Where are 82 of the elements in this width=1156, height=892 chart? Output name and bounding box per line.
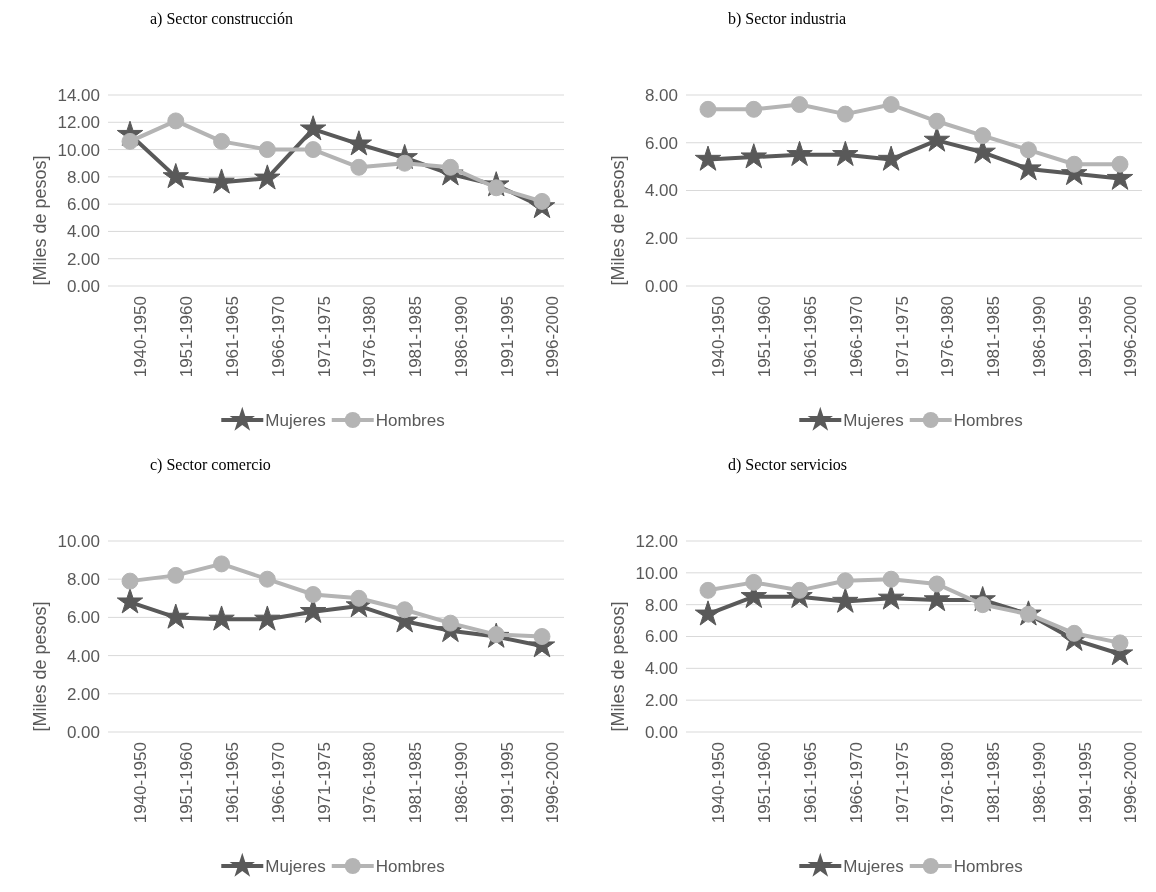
y-tick-label: 6.00 <box>66 608 100 628</box>
x-tick-label: 1971-1975 <box>892 742 912 824</box>
y-tick-label: 6.00 <box>644 627 678 647</box>
y-tick-label: 12.00 <box>57 113 100 133</box>
y-tick-label: 2.00 <box>66 684 100 704</box>
y-tick-label: 4.00 <box>644 181 678 201</box>
x-tick-label: 1961-1965 <box>801 742 821 824</box>
x-tick-label: 1991-1995 <box>497 296 517 378</box>
x-tick-label: 1976-1980 <box>938 296 958 378</box>
x-tick-label: 1966-1970 <box>268 296 288 378</box>
chart-title: d) Sector servicios <box>728 456 848 474</box>
y-tick-label: 4.00 <box>644 659 678 679</box>
y-tick-label: 6.00 <box>644 133 678 153</box>
x-tick-label: 1971-1975 <box>314 296 334 378</box>
legend-label: Hombres <box>375 857 445 876</box>
x-tick-label: 1976-1980 <box>360 296 380 378</box>
y-tick-label: 10.00 <box>635 563 678 583</box>
x-tick-label: 1971-1975 <box>892 296 912 378</box>
x-tick-label: 1986-1990 <box>451 296 471 378</box>
x-tick-label: 1951-1960 <box>755 296 775 378</box>
y-tick-label: 2.00 <box>644 691 678 711</box>
y-tick-label: 14.00 <box>57 85 100 105</box>
legend-label: Hombres <box>953 411 1023 430</box>
x-tick-label: 1996-2000 <box>1121 742 1141 824</box>
x-tick-label: 1981-1985 <box>984 742 1004 824</box>
x-tick-label: 1996-2000 <box>1121 296 1141 378</box>
x-tick-label: 1991-1995 <box>497 742 517 824</box>
y-tick-label: 8.00 <box>66 167 100 187</box>
x-tick-label: 1996-2000 <box>543 296 563 378</box>
x-tick-label: 1966-1970 <box>268 742 288 824</box>
y-tick-label: 8.00 <box>644 85 678 105</box>
x-tick-label: 1981-1985 <box>406 742 426 824</box>
x-tick-label: 1991-1995 <box>1075 296 1095 378</box>
x-tick-label: 1986-1990 <box>1029 742 1049 824</box>
y-tick-label: 0.00 <box>644 276 678 296</box>
x-tick-label: 1976-1980 <box>360 742 380 824</box>
x-tick-label: 1951-1960 <box>755 742 775 824</box>
y-tick-label: 8.00 <box>644 595 678 615</box>
legend-label: Hombres <box>375 411 445 430</box>
x-tick-label: 1961-1965 <box>223 742 243 824</box>
x-tick-label: 1966-1970 <box>846 296 866 378</box>
y-axis-title: [Miles de pesos] <box>608 601 628 732</box>
y-tick-label: 10.00 <box>57 531 100 551</box>
x-tick-label: 1976-1980 <box>938 742 958 824</box>
y-tick-label: 0.00 <box>66 276 100 296</box>
x-tick-label: 1986-1990 <box>1029 296 1049 378</box>
chart-title: a) Sector construcción <box>150 10 294 28</box>
legend-label: Mujeres <box>265 411 326 430</box>
x-tick-label: 1940-1950 <box>709 296 729 378</box>
chart-title: c) Sector comercio <box>150 456 271 474</box>
y-tick-label: 8.00 <box>66 570 100 590</box>
x-tick-label: 1940-1950 <box>131 296 151 378</box>
chart-title: b) Sector industria <box>728 10 847 28</box>
legend-label: Hombres <box>953 857 1023 876</box>
y-tick-label: 4.00 <box>66 646 100 666</box>
y-tick-label: 4.00 <box>66 222 100 242</box>
y-tick-label: 2.00 <box>66 249 100 269</box>
x-tick-label: 1996-2000 <box>543 742 563 824</box>
y-tick-label: 6.00 <box>66 195 100 215</box>
x-tick-label: 1951-1960 <box>177 742 197 824</box>
y-tick-label: 12.00 <box>635 531 678 551</box>
x-tick-label: 1986-1990 <box>451 742 471 824</box>
x-tick-label: 1951-1960 <box>177 296 197 378</box>
x-tick-label: 1971-1975 <box>314 742 334 824</box>
x-tick-label: 1981-1985 <box>406 296 426 378</box>
y-tick-label: 10.00 <box>57 140 100 160</box>
y-tick-label: 0.00 <box>644 722 678 742</box>
x-tick-label: 1940-1950 <box>131 742 151 824</box>
legend-label: Mujeres <box>843 857 904 876</box>
y-axis-title: [Miles de pesos] <box>608 155 628 286</box>
x-tick-label: 1940-1950 <box>709 742 729 824</box>
y-axis-title: [Miles de pesos] <box>30 601 50 732</box>
x-tick-label: 1961-1965 <box>223 296 243 378</box>
legend-label: Mujeres <box>843 411 904 430</box>
x-tick-label: 1961-1965 <box>801 296 821 378</box>
x-tick-label: 1966-1970 <box>846 742 866 824</box>
x-tick-label: 1991-1995 <box>1075 742 1095 824</box>
y-tick-label: 2.00 <box>644 229 678 249</box>
y-tick-label: 0.00 <box>66 722 100 742</box>
legend-label: Mujeres <box>265 857 326 876</box>
x-tick-label: 1981-1985 <box>984 296 1004 378</box>
y-axis-title: [Miles de pesos] <box>30 155 50 286</box>
